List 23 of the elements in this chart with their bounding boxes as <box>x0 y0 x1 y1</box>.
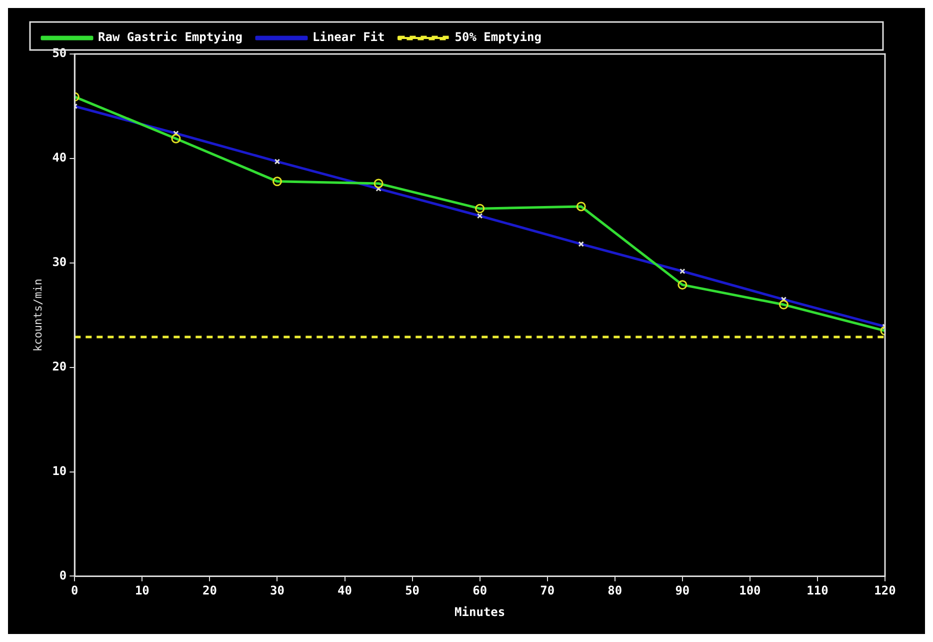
x-tick-label: 0 <box>71 584 78 598</box>
x-tick-label: 110 <box>806 584 828 598</box>
x-tick-label: 90 <box>675 584 690 598</box>
x-tick-label: 20 <box>202 584 217 598</box>
y-tick-label: 30 <box>52 255 67 270</box>
y-tick-label: 20 <box>52 359 67 374</box>
legend-label: Raw Gastric Emptying <box>98 30 242 44</box>
y-tick-label: 40 <box>52 150 67 165</box>
y-tick-label: 0 <box>59 568 67 582</box>
x-tick-label: 50 <box>405 584 420 598</box>
x-tick-label: 100 <box>739 584 761 598</box>
x-tick-label: 70 <box>540 584 555 598</box>
x-axis-title: Minutes <box>454 604 506 619</box>
x-tick-label: 60 <box>472 584 488 598</box>
y-axis-title: kcounts/min <box>31 278 44 352</box>
legend-label: 50% Emptying <box>454 30 542 44</box>
legend-label: Linear Fit <box>312 30 385 44</box>
y-tick-label: 10 <box>52 464 67 478</box>
x-tick-label: 120 <box>874 584 896 598</box>
x-tick-label: 10 <box>134 584 150 598</box>
x-tick-label: 40 <box>338 584 352 598</box>
x-tick-label: 80 <box>608 584 622 598</box>
x-tick-label: 30 <box>270 584 284 598</box>
